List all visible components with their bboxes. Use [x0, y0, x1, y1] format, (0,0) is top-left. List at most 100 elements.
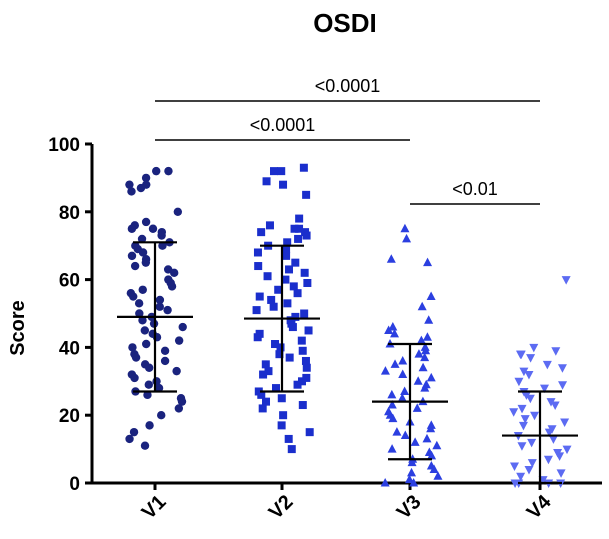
data-point-v2	[271, 384, 280, 393]
data-point-v2	[282, 251, 291, 260]
data-point-v2	[275, 350, 284, 359]
data-point-v1	[125, 434, 134, 444]
data-point-v2	[291, 258, 300, 267]
data-point-v1	[137, 234, 147, 244]
data-point-v3	[380, 478, 390, 487]
significance-label: <0.0001	[315, 76, 381, 96]
data-point-v3	[420, 383, 430, 392]
data-point-v2	[300, 309, 309, 318]
data-point-v3	[412, 403, 422, 412]
data-point-v1	[141, 258, 151, 267]
error-bars	[117, 241, 578, 485]
data-point-v2	[262, 397, 271, 406]
data-point-v1	[130, 373, 139, 383]
data-point-v4	[529, 343, 539, 353]
data-point-v1	[155, 302, 164, 311]
data-point-v2	[285, 265, 294, 274]
data-point-v2	[297, 336, 306, 345]
data-point-v2	[299, 163, 308, 172]
data-point-v4	[555, 452, 565, 461]
data-point-v2	[282, 245, 291, 254]
data-point-v3	[390, 359, 400, 368]
data-point-v3	[387, 400, 397, 409]
data-point-v1	[131, 353, 141, 362]
data-point-v3	[390, 328, 400, 338]
data-point-v1	[177, 397, 187, 406]
data-point-v2	[258, 404, 267, 413]
data-point-v2	[265, 221, 274, 230]
data-point-v4	[560, 418, 570, 427]
data-point-v1	[155, 295, 165, 305]
data-point-v1	[163, 305, 172, 315]
y-tick-label: 60	[59, 271, 80, 292]
data-point-v3	[416, 335, 426, 345]
data-point-v1	[164, 166, 173, 176]
data-point-v2	[303, 278, 312, 287]
data-point-v1	[174, 404, 184, 413]
data-point-v2	[300, 268, 309, 277]
data-point-v3	[426, 423, 436, 433]
data-point-v3	[400, 430, 410, 440]
data-point-v1	[152, 166, 161, 176]
data-point-v2	[294, 234, 303, 243]
data-point-v2	[295, 224, 304, 233]
data-point-v4	[517, 442, 527, 451]
data-point-v2	[254, 262, 263, 271]
data-point-v4	[516, 472, 526, 482]
data-point-v4	[561, 276, 571, 285]
data-point-v2	[277, 167, 286, 176]
data-point-v1	[148, 224, 158, 233]
data-point-v3	[400, 386, 410, 395]
data-point-v4	[543, 455, 553, 465]
data-point-v2	[291, 312, 300, 321]
data-point-v3	[421, 345, 431, 355]
data-point-v1	[130, 261, 140, 271]
data-point-v1	[154, 383, 164, 393]
data-point-v4	[518, 421, 528, 431]
data-point-v1	[138, 248, 148, 257]
data-point-v1	[160, 346, 170, 355]
data-point-v3	[420, 352, 430, 362]
data-point-v3	[417, 301, 427, 311]
data-point-v2	[288, 323, 297, 332]
data-point-v3	[402, 233, 412, 243]
data-point-v4	[527, 459, 537, 468]
data-point-v2	[253, 333, 262, 342]
data-point-v2	[252, 306, 261, 315]
data-point-v2	[264, 367, 273, 376]
data-point-v3	[386, 254, 396, 263]
data-point-v2	[257, 228, 266, 237]
data-point-v2	[255, 292, 264, 301]
data-point-v1	[178, 322, 187, 332]
data-point-v2	[298, 346, 307, 355]
x-tick-label: V4	[523, 490, 556, 523]
data-point-v2	[283, 299, 292, 308]
data-point-v3	[423, 257, 433, 267]
data-point-v2	[290, 224, 299, 233]
data-point-v3	[397, 393, 407, 402]
data-point-v3	[388, 413, 398, 423]
data-point-v2	[253, 248, 262, 257]
data-point-v4	[530, 411, 540, 421]
data-point-v4	[519, 367, 529, 377]
data-point-v2	[262, 177, 271, 186]
significance-label: <0.0001	[250, 115, 316, 135]
data-point-v2	[302, 231, 311, 240]
data-point-v1	[173, 207, 183, 216]
data-point-v2	[287, 445, 296, 454]
data-point-v3	[420, 342, 430, 351]
data-point-v2	[267, 295, 276, 304]
data-point-v4	[527, 438, 537, 448]
data-point-v2	[279, 411, 288, 420]
data-point-v3	[410, 437, 420, 446]
x-tick-label: V1	[138, 491, 171, 524]
data-point-v2	[302, 363, 311, 372]
data-point-v4	[562, 445, 572, 455]
data-point-v1	[143, 390, 152, 400]
data-point-v2	[276, 343, 285, 352]
data-point-v3	[427, 450, 437, 460]
data-point-v1	[138, 285, 147, 294]
data-point-v4	[540, 384, 550, 394]
data-point-v1	[174, 336, 184, 345]
